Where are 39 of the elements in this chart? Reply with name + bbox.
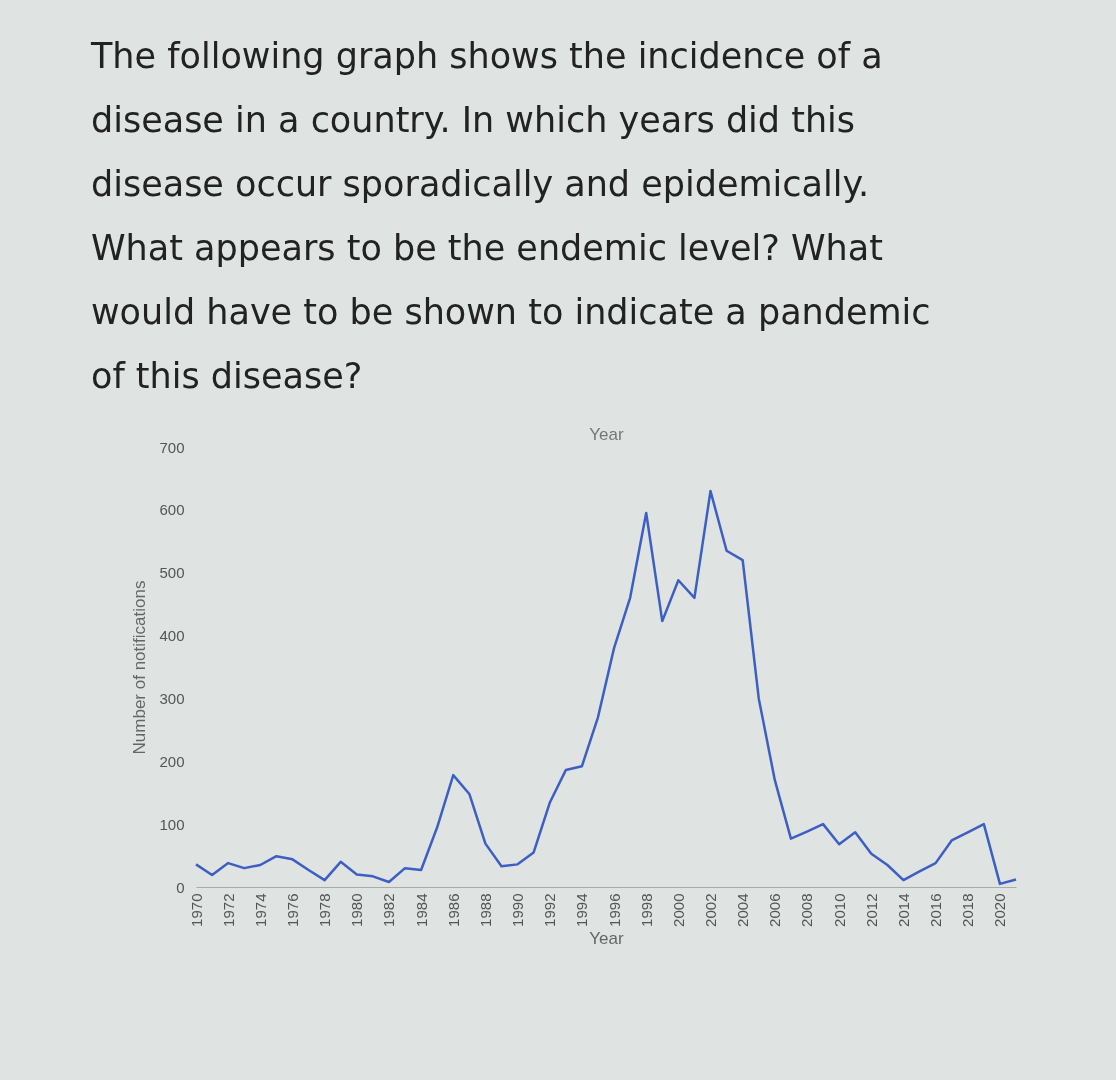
x-tick-label: 2016 (927, 893, 945, 927)
x-tick-label: 2002 (702, 893, 720, 927)
x-tick-label: 1972 (219, 893, 237, 927)
x-tick-label: 2014 (894, 893, 912, 927)
x-tick-label: 1980 (348, 893, 366, 927)
x-tick-label: 1984 (412, 893, 430, 927)
x-tick-label: 1998 (637, 893, 655, 927)
x-tick-label: 1982 (380, 893, 398, 927)
y-tick-label: 700 (159, 438, 185, 456)
x-tick-label: 2008 (798, 893, 816, 927)
x-tick-label: 1994 (573, 893, 591, 927)
x-tick-label: 2020 (991, 893, 1009, 927)
x-tick-label: 1976 (283, 893, 301, 927)
x-tick-label: 2012 (862, 893, 880, 927)
x-tick-label: 1986 (444, 893, 462, 927)
y-tick-label: 0 (176, 878, 185, 896)
x-tick-label: 1974 (251, 893, 269, 927)
y-tick-label: 400 (159, 627, 185, 645)
x-tick-label: 1992 (541, 893, 559, 927)
y-tick-label: 200 (159, 752, 185, 770)
x-tick-label: 1990 (509, 893, 527, 927)
x2-axis-title: Year (589, 424, 625, 444)
x-tick-label: 2006 (766, 893, 784, 927)
x-tick-label: 2000 (669, 893, 687, 927)
line-series (194, 489, 1018, 886)
x-tick-label: 2018 (959, 893, 977, 927)
y-tick-label: 500 (159, 564, 185, 582)
x-tick-label: 2004 (734, 893, 752, 927)
x-tick-label: 1996 (605, 893, 623, 927)
x-tick-label: 1988 (476, 893, 494, 927)
y-tick-label: 600 (159, 501, 185, 519)
chart-title: The following graph shows the incidence of a disease in a country. In which years did this disease occur sporadically and epidemically. What appears to be the endemic level? What would have to be shown to indicate a pandemic of this disease? (89, 36, 931, 396)
x-tick-label: 1978 (316, 893, 334, 927)
y-tick-label: 100 (159, 815, 185, 833)
x-tick-label: 1970 (187, 893, 205, 927)
x-tick-label: 2010 (830, 893, 848, 927)
y-axis-title: Number of notifications (130, 580, 150, 755)
x-axis-title: Year (589, 928, 625, 948)
y-tick-label: 300 (159, 689, 185, 707)
